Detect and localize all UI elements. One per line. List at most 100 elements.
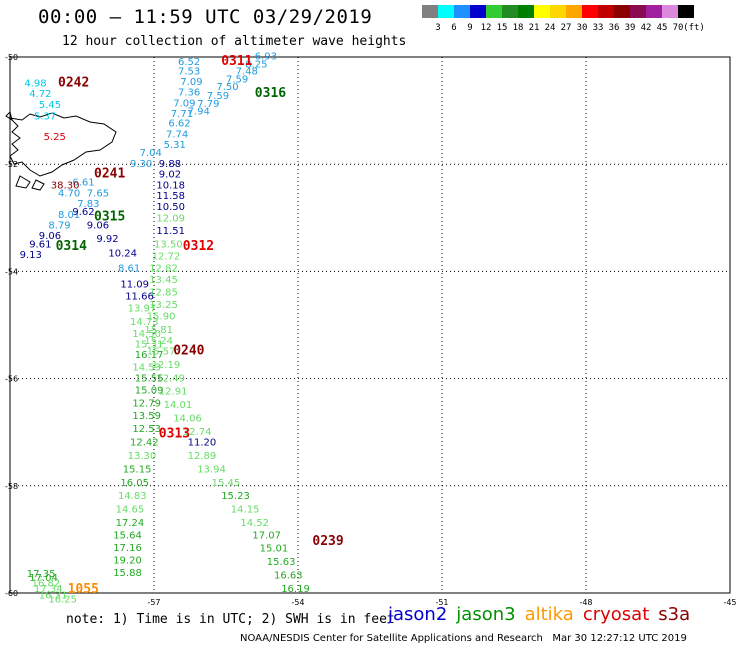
legend-label: 21: [528, 23, 540, 33]
wave-height-reading: 14.15: [231, 505, 260, 516]
legend-swatch: [454, 5, 470, 18]
legend-swatch: [566, 5, 582, 18]
wave-height-reading: 11.58: [156, 191, 185, 202]
legend-label: 6: [451, 23, 457, 33]
wave-height-reading: 7.53: [178, 67, 200, 78]
page-title: 00:00 – 11:59 UTC 03/29/2019: [38, 6, 373, 28]
wave-height-reading: 16.82: [32, 579, 61, 590]
wave-height-reading: 12.79: [132, 398, 161, 409]
wave-height-reading: 9.02: [159, 170, 181, 181]
wave-height-reading: 9.62: [72, 207, 94, 218]
wave-height-reading: 16.31: [39, 590, 68, 601]
satellite-jason2: jason2: [388, 604, 448, 625]
wave-height-reading: 15.45: [212, 478, 241, 489]
wave-height-reading: 7.74: [166, 129, 188, 140]
wave-height-reading: 11.20: [188, 438, 217, 449]
wave-height-reading: 9.30: [130, 159, 152, 170]
legend-swatch: [518, 5, 534, 18]
wave-height-reading: 10.18: [156, 180, 185, 191]
lat-tick-label: -54: [5, 267, 18, 276]
legend-swatch: [582, 5, 598, 18]
legend-swatch: [598, 5, 614, 18]
wave-height-reading: 12.19: [152, 360, 181, 371]
legend-label: 3: [435, 23, 441, 33]
legend-swatches: [422, 5, 694, 18]
legend-swatch: [662, 5, 678, 18]
legend-label: 15: [496, 23, 508, 33]
wave-height-reading: 12.91: [159, 387, 188, 398]
wave-height-reading: 7.59: [226, 75, 248, 86]
wave-height-reading: 15.01: [260, 544, 289, 555]
wave-height-reading: 19.20: [113, 556, 142, 567]
legend-label: 30: [576, 23, 588, 33]
wave-height-reading: 7.09: [180, 77, 202, 88]
wave-height-reading: 5.25: [44, 132, 66, 143]
lon-tick-label: -51: [435, 598, 448, 607]
legend-label: 45: [656, 23, 668, 33]
wave-height-reading: 9.13: [20, 250, 42, 261]
satellite-jason3: jason3: [456, 604, 516, 625]
legend-swatch: [630, 5, 646, 18]
wave-height-reading: 17.04: [29, 573, 58, 584]
pass-time-label: 0315: [94, 209, 125, 224]
wave-height-reading: 38.30: [51, 180, 80, 191]
credit-line: NOAA/NESDIS Center for Satellite Applica…: [240, 633, 687, 644]
wave-height-reading: 15.88: [113, 568, 142, 579]
wave-height-reading: 6.61: [72, 178, 94, 189]
wave-height-reading: 13.25: [149, 300, 178, 311]
pass-time-label: 0311: [221, 54, 252, 69]
footnote: note: 1) Time is in UTC; 2) SWH is in fe…: [66, 612, 395, 627]
wave-height-reading: 15.81: [144, 325, 173, 336]
legend-swatch: [678, 5, 694, 18]
wave-height-reading: 7.50: [216, 82, 238, 93]
wave-height-reading: 15.57: [147, 346, 176, 357]
wave-height-reading: 13.50: [154, 239, 183, 250]
legend-label: 9: [467, 23, 473, 33]
wave-height-reading: 12.85: [149, 288, 178, 299]
wave-height-reading: 15.31: [135, 340, 164, 351]
lon-tick-label: -57: [147, 598, 160, 607]
wave-height-reading: 15.64: [113, 530, 142, 541]
wave-height-reading: 12.74: [183, 427, 212, 438]
wave-height-reading: 16.63: [274, 571, 303, 582]
wave-height-reading: 4.72: [29, 89, 51, 100]
wave-height-reading: 4.70: [58, 188, 80, 199]
pass-time-label: 0312: [183, 239, 214, 254]
wave-height-reading: 7.83: [77, 199, 99, 210]
legend-swatch: [534, 5, 550, 18]
satellite-cryosat: cryosat: [582, 604, 650, 625]
wave-height-reading: 16.19: [281, 584, 310, 595]
legend-labels: 3 6 9 12 15 18 21 24 27 30 33 36 39 42 45 70 (ft): [422, 23, 740, 37]
wave-height-reading: 12.53: [132, 424, 161, 435]
wave-height-reading: 9.88: [159, 159, 181, 170]
legend-swatch: [502, 5, 518, 18]
wave-height-reading: 15.90: [147, 312, 176, 323]
lat-tick-label: -52: [5, 160, 18, 169]
wave-height-reading: 14.06: [173, 413, 202, 424]
lat-tick-label: -58: [5, 482, 18, 491]
wave-height-reading: 8.61: [118, 263, 140, 274]
wave-height-reading: 12.89: [188, 451, 217, 462]
wave-height-reading: 7.71: [171, 109, 193, 120]
satellite-s3a: s3a: [658, 604, 691, 625]
color-legend: 3 6 9 12 15 18 21 24 27 30 33 36 39 42 45 70 (ft): [422, 5, 705, 33]
legend-label: 24: [544, 23, 556, 33]
pass-time-label: 0239: [312, 534, 343, 549]
wave-height-reading: 14.52: [240, 518, 269, 529]
pass-time-label: 1055: [68, 582, 99, 597]
legend-label: (ft): [683, 23, 705, 33]
wave-height-reading: 16.17: [135, 350, 164, 361]
wave-height-reading: 15.09: [135, 386, 164, 397]
wave-height-reading: 15.15: [123, 464, 152, 475]
wave-height-reading: 14.65: [116, 505, 145, 516]
pass-time-label: 0240: [173, 343, 204, 358]
wave-height-reading: 7.09: [173, 98, 195, 109]
wave-height-reading: 9.61: [29, 239, 51, 250]
wave-height-reading: 8.79: [48, 221, 70, 232]
wave-height-reading: 13.97: [128, 304, 157, 315]
pass-time-label: 0316: [255, 86, 286, 101]
wave-height-reading: 5.31: [164, 140, 186, 151]
legend-swatch: [646, 5, 662, 18]
wave-height-reading: 16.05: [120, 478, 149, 489]
wave-height-reading: 15.55: [135, 373, 164, 384]
